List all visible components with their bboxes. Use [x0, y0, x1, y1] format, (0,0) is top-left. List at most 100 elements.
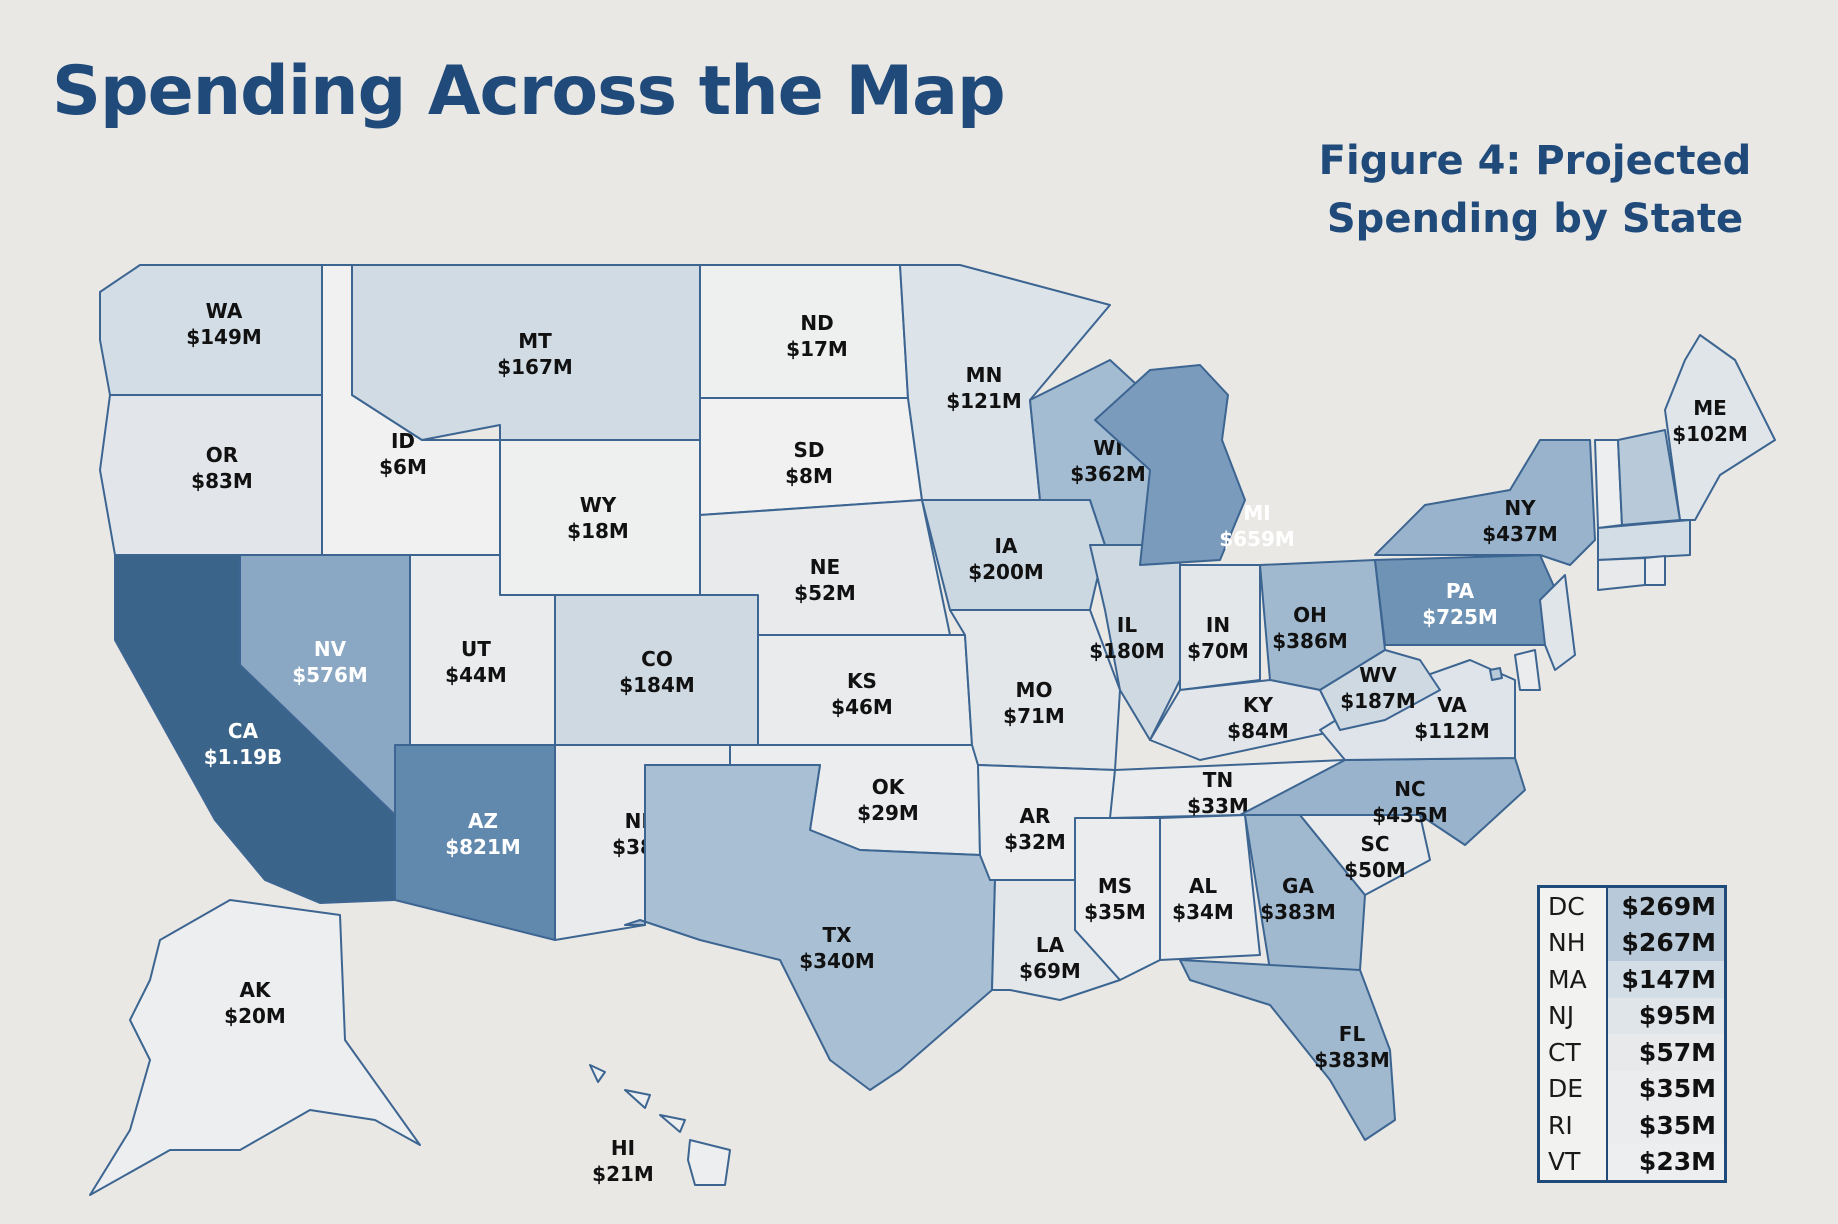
state-code-label: PA	[1446, 579, 1475, 603]
state-code-label: AK	[240, 978, 272, 1002]
state-value-label: $112M	[1414, 719, 1490, 743]
state-code-label: TX	[822, 923, 852, 947]
state-hi	[589, 1064, 731, 1186]
legend-state-code: RI	[1548, 1110, 1573, 1140]
state-code-label: CA	[228, 719, 259, 743]
state-code-label: IA	[995, 534, 1018, 558]
state-value-label: $17M	[786, 337, 848, 361]
state-value-label: $52M	[794, 581, 856, 605]
state-value-label: $69M	[1019, 959, 1081, 983]
state-value-label: $435M	[1372, 803, 1448, 827]
state-code-label: IL	[1117, 613, 1137, 637]
state-value-label: $149M	[186, 325, 262, 349]
state-al	[1159, 814, 1261, 961]
state-in	[1179, 564, 1261, 691]
legend-state-value: $35M	[1606, 1107, 1724, 1144]
state-code-label: UT	[461, 637, 491, 661]
state-ak	[89, 899, 421, 1196]
state-mi	[1094, 364, 1246, 566]
legend-state-code: NH	[1548, 928, 1586, 958]
state-code-label: MN	[966, 363, 1003, 387]
state-fl	[1179, 959, 1396, 1141]
state-code-label: IN	[1206, 613, 1230, 637]
state-value-label: $46M	[831, 695, 893, 719]
state-code-label: VA	[1437, 693, 1467, 717]
state-code-label: AL	[1189, 874, 1217, 898]
state-value-label: $821M	[445, 835, 521, 859]
state-value-label: $200M	[968, 560, 1044, 584]
state-value-label: $576M	[292, 663, 368, 687]
state-ri	[1644, 555, 1666, 586]
legend-state-code: CT	[1548, 1037, 1581, 1067]
state-code-label: WA	[206, 299, 243, 323]
legend-state-value: $269M	[1606, 888, 1724, 925]
state-code-label: NC	[1394, 777, 1425, 801]
state-value-label: $1.19B	[204, 745, 283, 769]
state-value-label: $340M	[799, 949, 875, 973]
state-code-label: KY	[1243, 693, 1273, 717]
state-code-label: WV	[1359, 663, 1397, 687]
legend-row-de: DE $35M	[1540, 1070, 1724, 1107]
state-nj	[1539, 574, 1576, 671]
state-code-label: WY	[580, 493, 617, 517]
state-value-label: $20M	[224, 1004, 286, 1028]
state-value-label: $29M	[857, 801, 919, 825]
state-value-label: $21M	[592, 1162, 654, 1186]
legend-state-code: MA	[1548, 964, 1587, 994]
page-title: Spending Across the Map	[52, 52, 1006, 131]
state-code-label: KS	[847, 669, 877, 693]
state-code-label: OH	[1293, 603, 1327, 627]
legend-row-ct: CT $57M	[1540, 1034, 1724, 1071]
state-code-label: NY	[1504, 496, 1536, 520]
state-value-label: $84M	[1227, 719, 1289, 743]
state-tx	[624, 764, 996, 1091]
state-code-label: AR	[1020, 804, 1051, 828]
state-code-label: GA	[1282, 874, 1314, 898]
state-code-label: ME	[1693, 396, 1727, 420]
state-code-label: HI	[611, 1136, 635, 1160]
legend-state-code: NJ	[1548, 1001, 1575, 1031]
legend-state-code: DE	[1548, 1074, 1584, 1104]
state-value-label: $32M	[1004, 830, 1066, 854]
state-code-label: LA	[1036, 933, 1065, 957]
state-ms	[1074, 817, 1161, 981]
state-value-label: $35M	[1084, 900, 1146, 924]
state-code-label: TN	[1203, 768, 1233, 792]
state-code-label: OR	[206, 443, 238, 467]
legend-state-value: $35M	[1606, 1070, 1724, 1107]
state-code-label: AZ	[468, 809, 498, 833]
state-code-label: NE	[810, 555, 840, 579]
legend-state-value: $23M	[1606, 1143, 1724, 1180]
legend-row-ma: MA $147M	[1540, 961, 1724, 998]
state-value-label: $386M	[1272, 629, 1348, 653]
state-value-label: $44M	[445, 663, 507, 687]
state-value-label: $6M	[379, 455, 427, 479]
small-states-legend: DC $269M NH $267M MA $147M NJ $95M CT $57M DE $35M R…	[1537, 885, 1727, 1183]
state-value-label: $34M	[1172, 900, 1234, 924]
legend-state-value: $267M	[1606, 924, 1724, 961]
legend-state-value: $57M	[1606, 1034, 1724, 1071]
state-code-label: SC	[1360, 832, 1389, 856]
state-value-label: $70M	[1187, 639, 1249, 663]
state-code-label: NV	[314, 637, 347, 661]
state-code-label: SD	[793, 438, 824, 462]
state-code-label: MT	[518, 329, 552, 353]
state-value-label: $121M	[946, 389, 1022, 413]
state-value-label: $33M	[1187, 794, 1249, 818]
state-ny	[1374, 439, 1596, 566]
state-value-label: $167M	[497, 355, 573, 379]
state-value-label: $50M	[1344, 858, 1406, 882]
state-code-label: ND	[800, 311, 833, 335]
state-value-label: $437M	[1482, 522, 1558, 546]
state-code-label: OK	[872, 775, 906, 799]
figure-caption: Figure 4: Projected Spending by State	[1318, 138, 1752, 242]
state-value-label: $184M	[619, 673, 695, 697]
state-value-label: $187M	[1340, 689, 1416, 713]
legend-state-code: DC	[1548, 891, 1585, 921]
legend-state-value: $95M	[1606, 997, 1724, 1034]
state-ct	[1597, 557, 1646, 591]
state-dc	[1489, 667, 1503, 681]
state-value-label: $383M	[1314, 1048, 1390, 1072]
legend-state-value: $147M	[1606, 961, 1724, 998]
